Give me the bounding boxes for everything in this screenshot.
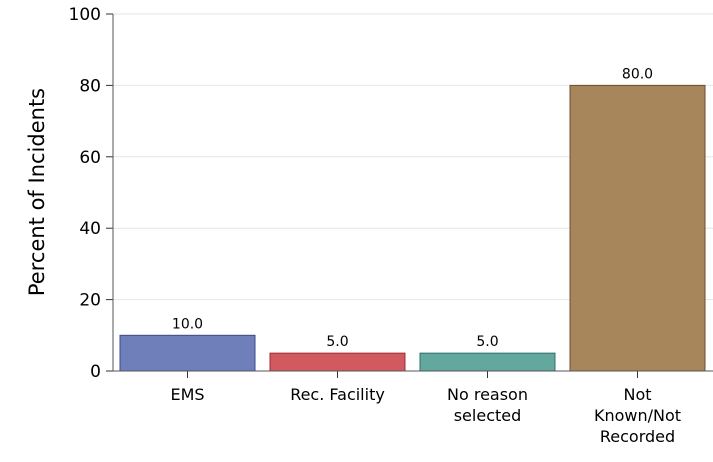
x-tick-label: Not: [623, 385, 651, 404]
bar-value-label: 5.0: [326, 334, 348, 350]
x-tick-label: Recorded: [600, 427, 675, 446]
x-tick-label: Rec. Facility: [290, 385, 385, 404]
bar: [269, 352, 406, 372]
y-tick-label: 60: [79, 148, 101, 168]
y-tick-label: 0: [90, 362, 101, 382]
y-axis-title: Percent of Incidents: [25, 88, 49, 296]
bar: [119, 334, 256, 372]
labels: 0 20 40 60 80 100 10.0 EMS 5.0 Rec. Facility 5.0 No…: [69, 5, 681, 446]
bar: [569, 84, 706, 372]
x-tick-label: EMS: [170, 385, 204, 404]
y-tick-label: 100: [69, 5, 101, 25]
bar-value-label: 5.0: [476, 334, 498, 350]
bars: [119, 84, 706, 372]
axes: [106, 13, 713, 378]
x-tick-label: Known/Not: [594, 406, 681, 425]
y-tick-label: 20: [79, 291, 101, 311]
x-tick-label: No reason: [447, 385, 528, 404]
bar-value-label: 10.0: [172, 316, 203, 332]
x-tick-label: selected: [454, 406, 522, 425]
bar: [419, 352, 556, 372]
y-tick-label: 80: [79, 76, 101, 96]
bar-value-label: 80.0: [622, 66, 653, 82]
y-tick-label: 40: [79, 219, 101, 239]
